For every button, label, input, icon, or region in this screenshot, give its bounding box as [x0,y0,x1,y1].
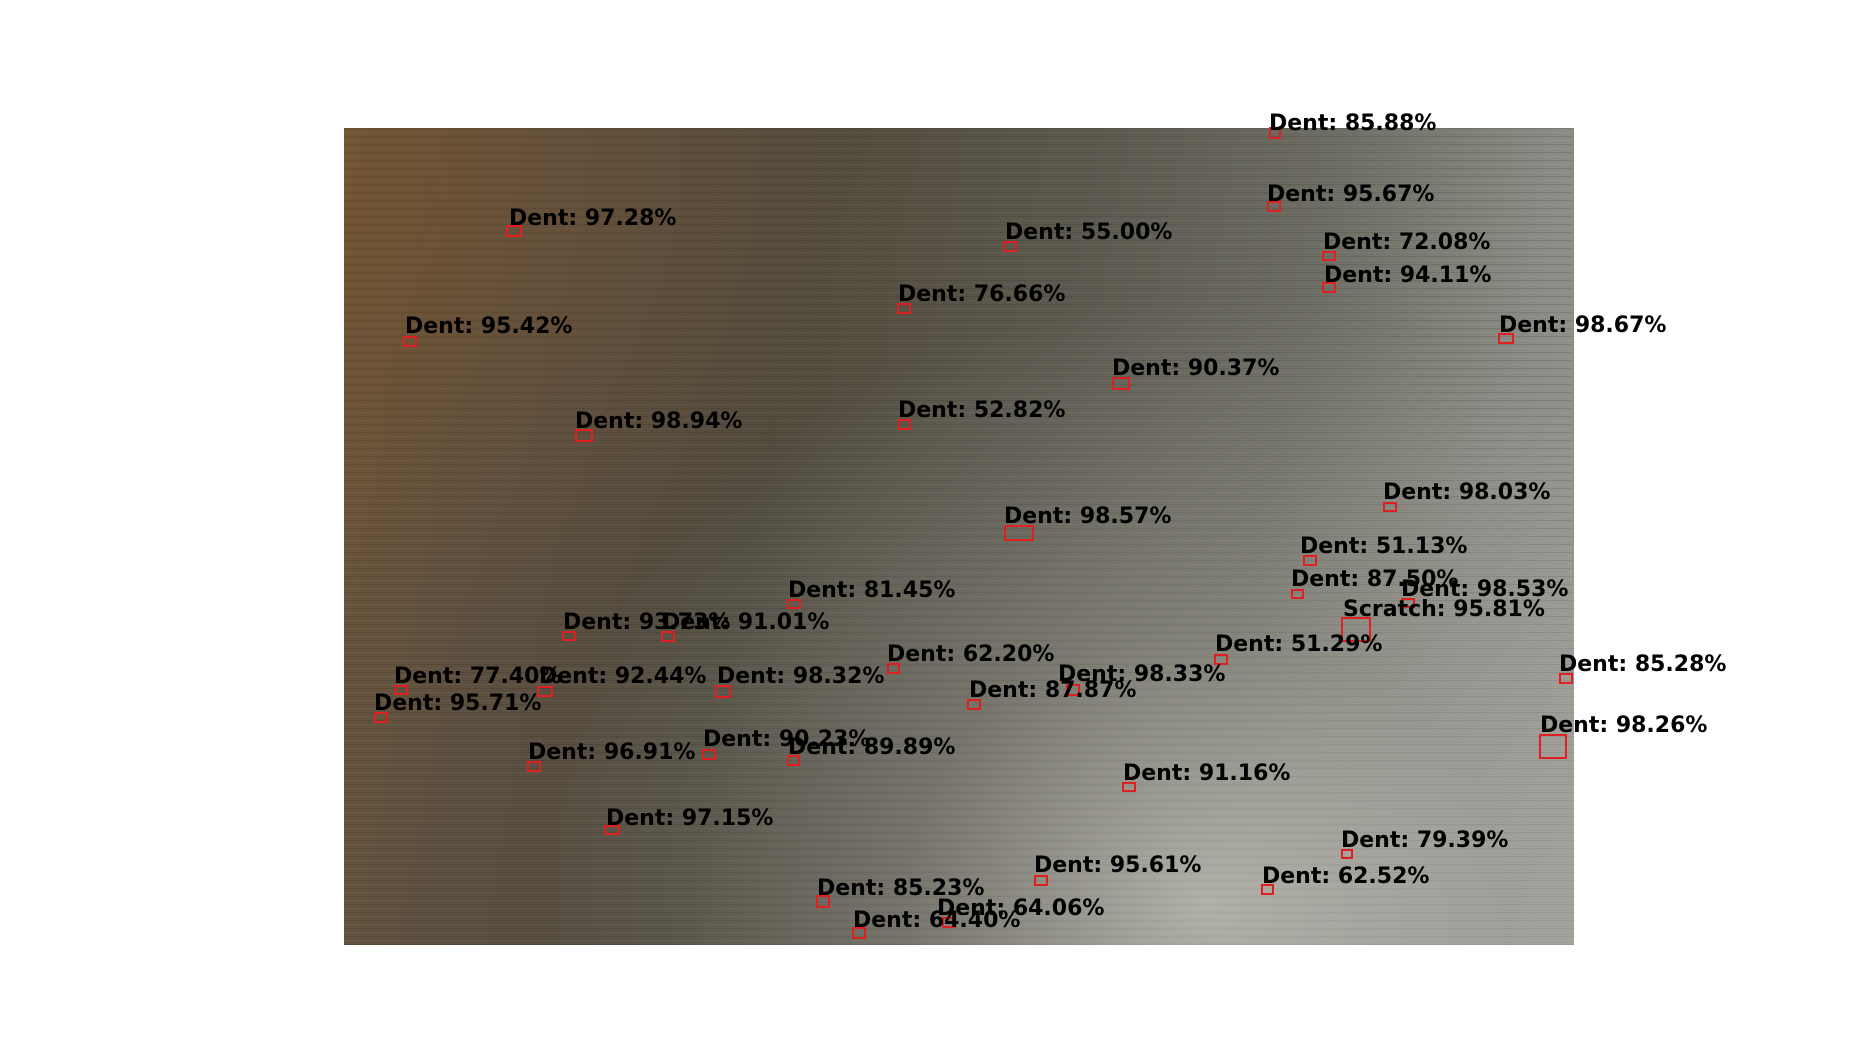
detection-box [1322,282,1336,293]
detection-box [1498,333,1514,344]
detection-label: Dent: 91.16% [1123,761,1291,786]
detection-box [1341,617,1371,642]
detection-box [575,429,593,442]
detection-label: Dent: 98.26% [1540,713,1708,738]
detection-box [562,631,576,641]
detection-label: Dent: 90.37% [1112,356,1280,381]
detection-label: Dent: 81.45% [788,578,956,603]
detection-label: Dent: 95.67% [1267,182,1435,207]
detection-box [897,303,911,314]
detection-box [394,685,408,695]
detection-box [1269,127,1281,139]
detection-box [1261,884,1274,895]
detection-box [942,917,956,928]
detection-box [787,755,800,766]
detection-label: Dent: 95.42% [405,314,573,339]
detection-box [1267,201,1281,212]
detection-box [852,927,866,939]
detection-label: Dent: 90.23% [703,727,871,752]
detection-box [1291,589,1304,599]
detection-box [537,686,553,697]
detection-label: Dent: 98.67% [1499,313,1667,338]
detection-box [898,419,911,430]
detection-box [527,761,541,772]
detection-label: Dent: 51.13% [1300,534,1468,559]
detection-label: Dent: 93.73% [563,610,731,635]
detection-box [1112,377,1130,390]
detection-label: Dent: 98.33% [1058,662,1226,687]
detection-label: Dent: 85.88% [1269,111,1437,136]
detection-label: Dent: 95.71% [374,691,542,716]
detection-box [1322,251,1336,261]
detection-box [1004,525,1034,541]
detection-label: Dent: 92.44% [539,664,707,689]
detection-box [506,225,522,237]
detection-box [715,685,731,698]
detection-label: Dent: 64.40% [853,908,1021,933]
detection-box [1034,875,1048,886]
detection-box [403,336,417,347]
detection-label: Dent: 76.66% [898,282,1066,307]
detection-box [967,699,981,710]
detection-box [1341,849,1353,859]
detection-box [787,599,801,609]
detection-label: Dent: 77.40% [394,664,562,689]
detection-label: Dent: 98.03% [1383,480,1551,505]
detection-box [1003,241,1017,252]
detection-label: Dent: 98.53% [1401,577,1569,602]
detection-label: Dent: 72.08% [1323,230,1491,255]
detection-box [374,712,388,723]
detection-box [1401,598,1415,608]
detection-box [661,631,675,642]
detection-box [1066,684,1080,696]
detection-label: Dent: 64.06% [937,896,1105,921]
detection-box [702,749,716,760]
detection-box [1303,555,1317,566]
detection-box [816,895,830,908]
detection-box [1383,502,1397,512]
detection-label: Dent: 79.39% [1341,828,1509,853]
detection-label: Dent: 97.28% [509,206,677,231]
detection-label: Dent: 85.28% [1559,652,1727,677]
detection-label: Dent: 98.94% [575,409,743,434]
detection-label: Dent: 91.01% [662,610,830,635]
detection-label: Dent: 62.20% [887,642,1055,667]
detection-box [1122,782,1136,792]
detection-label: Dent: 62.52% [1262,864,1430,889]
detection-label: Dent: 51.29% [1215,632,1383,657]
detection-label: Dent: 95.61% [1034,853,1202,878]
detection-box [604,825,620,835]
detection-label: Dent: 94.11% [1324,263,1492,288]
detection-label: Scratch: 95.81% [1343,597,1545,622]
detection-label: Dent: 98.57% [1004,504,1172,529]
detection-label: Dent: 89.89% [788,735,956,760]
detection-box [1214,654,1228,665]
detection-box [887,663,900,674]
detection-box [1539,734,1567,759]
detection-label: Dent: 98.32% [717,664,885,689]
detection-box [1559,673,1573,684]
detection-label: Dent: 97.15% [606,806,774,831]
detection-label: Dent: 96.91% [528,740,696,765]
detection-label: Dent: 87.87% [969,678,1137,703]
detection-label: Dent: 87.50% [1291,567,1459,592]
detection-label: Dent: 85.23% [817,876,985,901]
metal-plate-photo [344,128,1574,945]
detection-label: Dent: 55.00% [1005,220,1173,245]
detection-label: Dent: 52.82% [898,398,1066,423]
